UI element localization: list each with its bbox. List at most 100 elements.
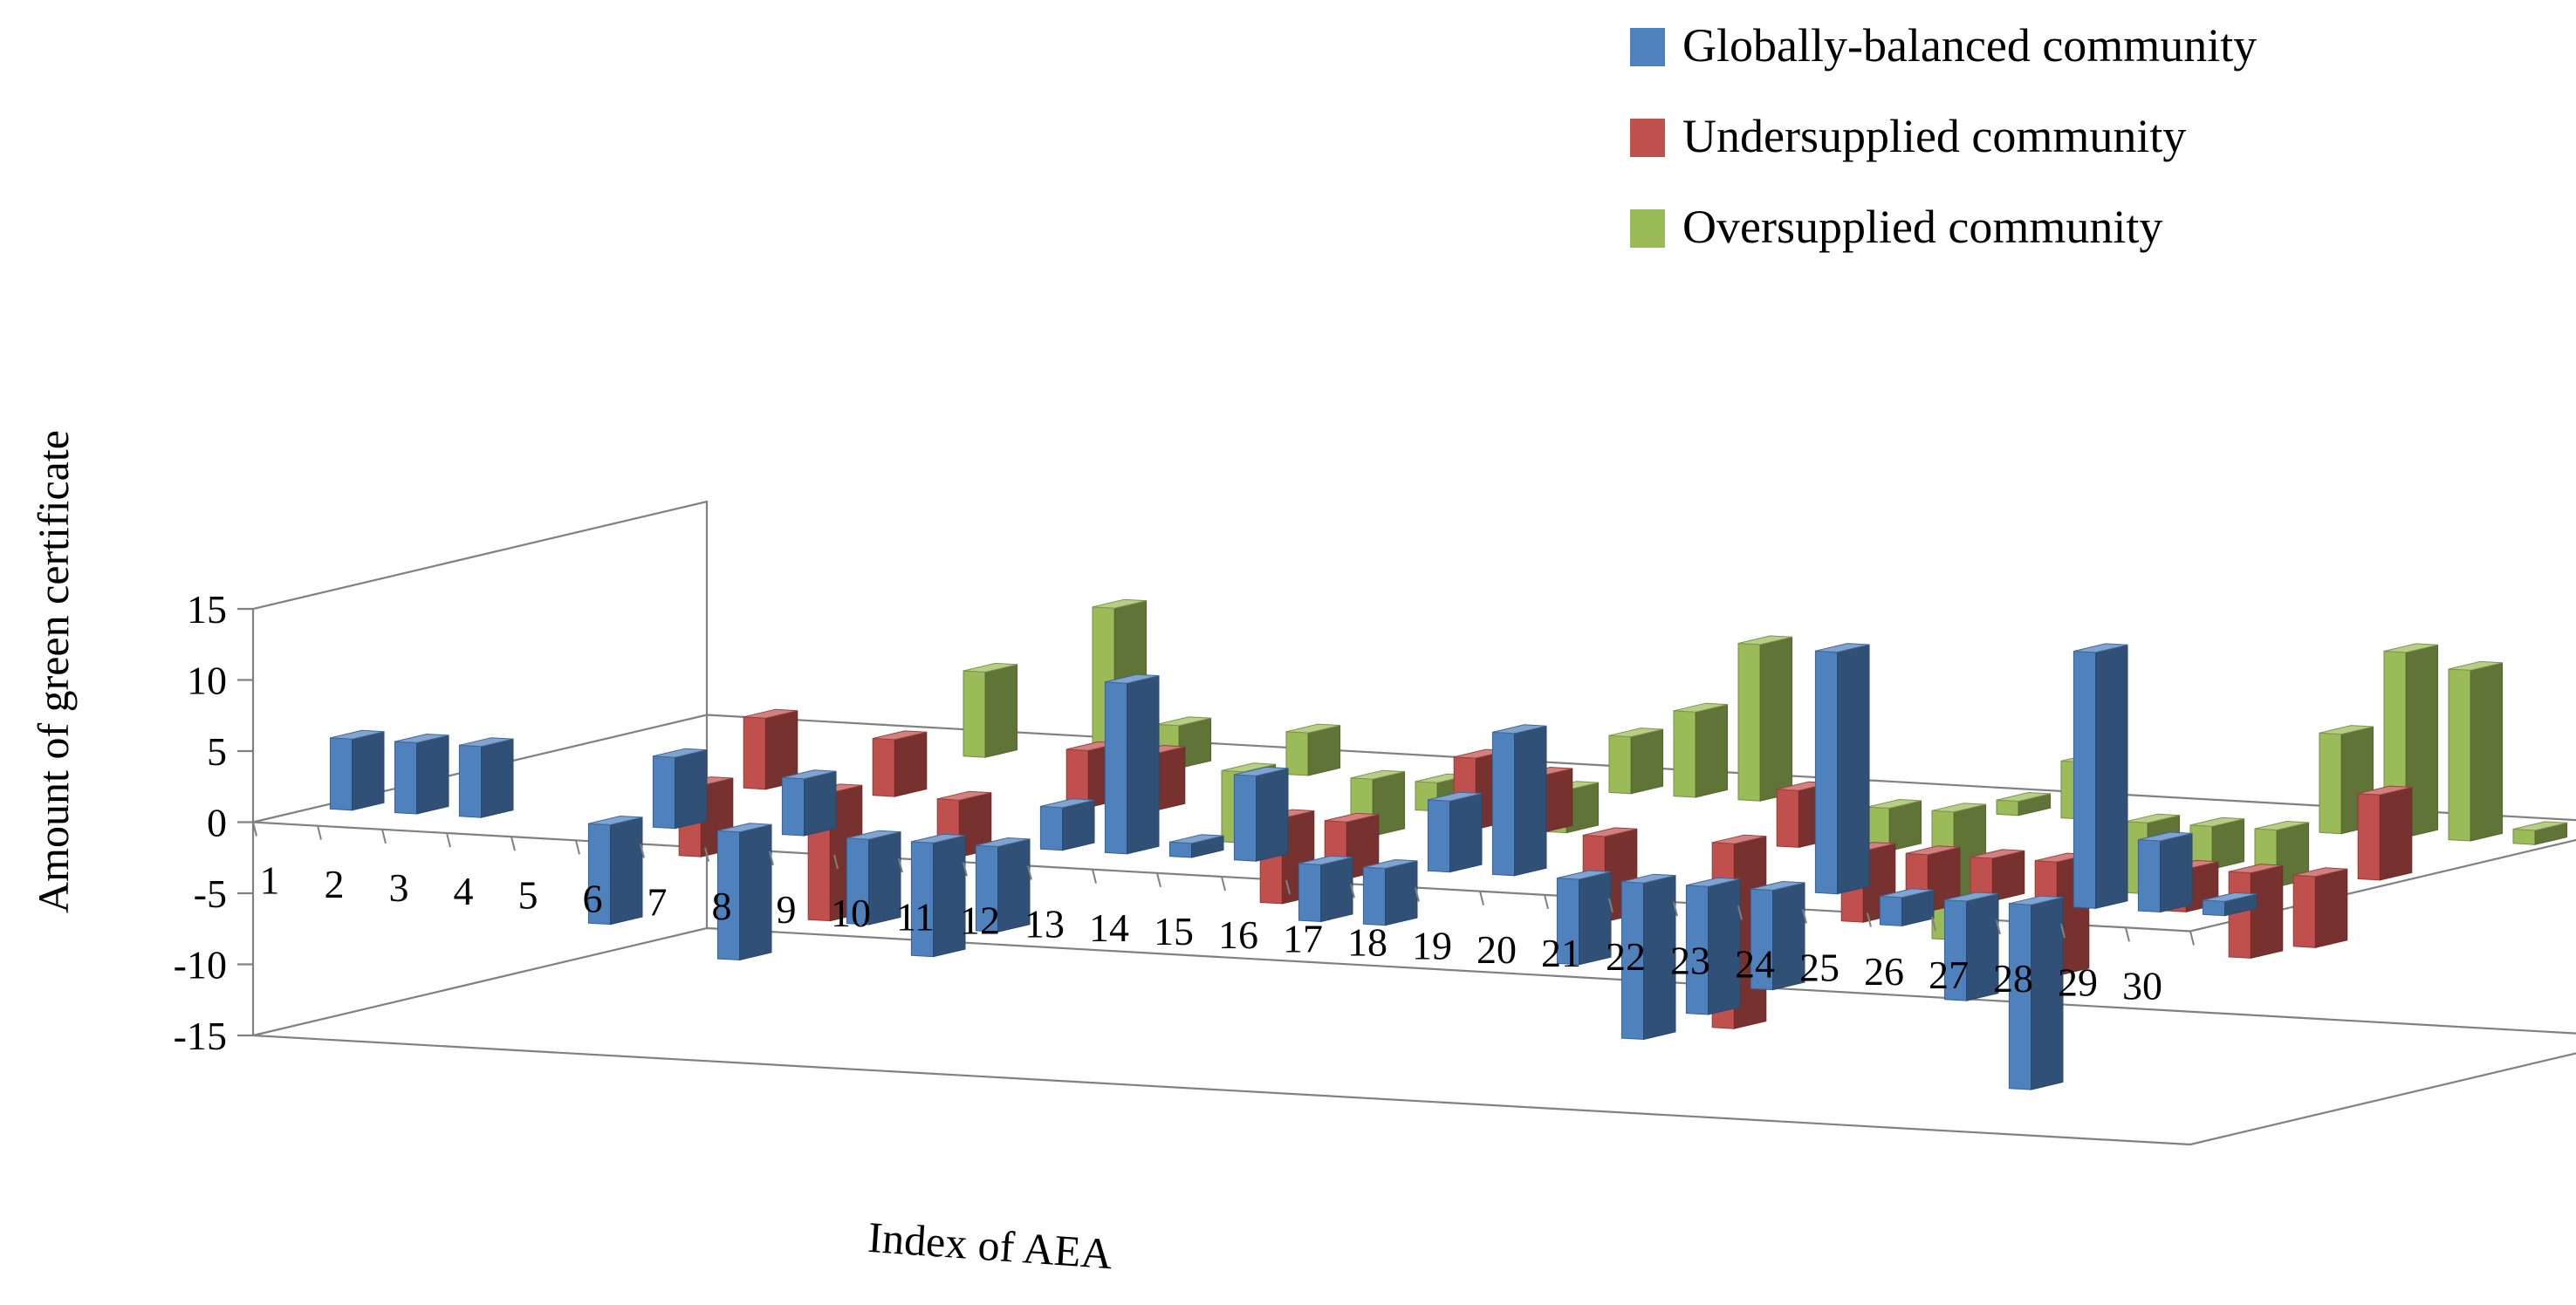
- bar-top: [1169, 834, 1224, 844]
- bar-side: [2470, 662, 2504, 842]
- bar-globally-balanced-community-15: [1233, 766, 1289, 862]
- bar-globally-balanced-community-9: [846, 830, 901, 926]
- bar-undersupplied-community-7: [872, 730, 928, 797]
- x-tick-mark: [575, 840, 580, 855]
- bar-top: [2254, 820, 2309, 831]
- legend-swatch-undersupplied: [1630, 119, 1665, 157]
- bar-top: [976, 837, 1031, 848]
- x-tick-mark: [833, 854, 839, 870]
- bar-globally-balanced-community-17: [1362, 858, 1418, 926]
- bar-side: [1759, 636, 1793, 802]
- bar-globally-balanced-community-16: [1298, 855, 1353, 923]
- bar-oversupplied-community-18: [1737, 635, 1793, 802]
- bar-oversupplied-community-17: [1673, 702, 1729, 798]
- x-tick-label: 29: [2058, 960, 2098, 1004]
- bar-front: [2072, 650, 2097, 909]
- bar-top: [1350, 769, 1405, 780]
- bar-globally-balanced-community-26: [1943, 892, 1999, 1001]
- bar-globally-balanced-community-18: [1427, 791, 1483, 873]
- bar-top: [1815, 643, 1870, 653]
- x-tick-label: 22: [1606, 934, 1646, 979]
- bar-top: [2009, 895, 2064, 905]
- x-tick-label: 24: [1735, 941, 1775, 986]
- bar-globally-balanced-community-27: [2008, 895, 2064, 1090]
- bar-side: [1837, 644, 1870, 895]
- bar-front: [2448, 668, 2471, 842]
- bar-top: [394, 733, 449, 744]
- bar-undersupplied-community-29: [2292, 867, 2348, 948]
- bar-side: [1385, 860, 1418, 926]
- bar-top: [782, 769, 837, 780]
- bar-side: [2314, 868, 2348, 948]
- bar-top: [1040, 798, 1095, 809]
- bar-globally-balanced-community-24: [1814, 643, 1870, 895]
- x-tick-mark: [1415, 887, 1420, 902]
- bar-front: [1362, 866, 1387, 926]
- bar-front: [1104, 681, 1128, 855]
- bar-top: [1428, 791, 1483, 802]
- bar-top: [330, 729, 385, 740]
- x-tick-mark: [1544, 894, 1549, 910]
- x-tick-mark: [1608, 898, 1613, 913]
- bar-globally-balanced-community-20: [1556, 870, 1612, 966]
- x-tick-label: 8: [712, 884, 732, 928]
- bar-side: [416, 734, 449, 815]
- bar-top: [588, 815, 643, 826]
- x-tick-mark: [898, 857, 903, 873]
- x-tick-mark: [446, 832, 451, 848]
- bar-top: [2448, 660, 2503, 671]
- bar-oversupplied-community-20: [1867, 798, 1922, 852]
- bar-front: [1491, 731, 1516, 877]
- bar-front: [2319, 732, 2342, 835]
- x-tick-label: 11: [896, 894, 935, 939]
- legend-label-undersupplied: Undersupplied community: [1682, 110, 2186, 162]
- bar-globally-balanced-community-22: [1685, 877, 1741, 1015]
- bar-side: [2379, 786, 2413, 881]
- bar-globally-balanced-community-6: [652, 748, 708, 830]
- x-tick-mark: [769, 851, 774, 866]
- bar-top: [2189, 816, 2244, 827]
- bar-front: [1298, 863, 1322, 923]
- y-tick-label: 10: [187, 659, 227, 703]
- bar-globally-balanced-community-21: [1620, 873, 1676, 1041]
- bar-top: [1608, 728, 1663, 738]
- x-tick-mark: [381, 829, 387, 844]
- bar-side: [1514, 725, 1547, 877]
- x-tick-label: 1: [260, 858, 280, 903]
- bar-side: [1307, 724, 1341, 776]
- bar-globally-balanced-community-14: [1168, 834, 1224, 858]
- x-tick-mark: [2060, 923, 2066, 939]
- bar-top: [911, 833, 966, 844]
- bar-side: [2160, 832, 2193, 913]
- bar-top: [1285, 723, 1340, 734]
- bar-oversupplied-community-6: [963, 662, 1018, 758]
- x-tick-label: 7: [647, 880, 668, 925]
- bar-side: [894, 731, 928, 797]
- bar-side: [352, 731, 385, 811]
- bar-top: [2229, 864, 2283, 874]
- bar-side: [2095, 644, 2128, 909]
- x-tick-label: 26: [1864, 949, 1904, 994]
- bar-top: [2512, 821, 2567, 831]
- bar-top: [653, 748, 708, 758]
- bar-top: [1931, 803, 1986, 813]
- bar-front: [2357, 793, 2381, 881]
- bar-front: [1673, 710, 1696, 798]
- bar-top: [2125, 813, 2180, 823]
- bar-side: [739, 823, 772, 961]
- legend-label-oversupplied: Oversupplied community: [1682, 201, 2162, 253]
- bar-oversupplied-community-30: [2512, 821, 2568, 845]
- bar-side: [1320, 857, 1353, 923]
- bar-front: [1737, 642, 1761, 802]
- bar-top: [1750, 880, 1805, 892]
- bar-top: [1737, 635, 1792, 646]
- bar-front: [1168, 841, 1193, 858]
- x-axis-title: Index of AEA: [867, 1213, 1114, 1278]
- bar-front: [1996, 799, 2019, 816]
- x-tick-label: 12: [960, 898, 1000, 942]
- x-tick-mark: [1027, 865, 1032, 880]
- x-tick-label: 14: [1089, 905, 1129, 950]
- x-tick-mark: [1285, 879, 1291, 895]
- bar-top: [1970, 849, 2024, 859]
